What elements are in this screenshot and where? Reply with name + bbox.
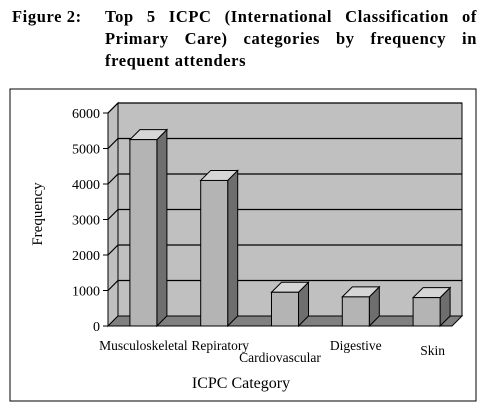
- x-axis-label: ICPC Category: [192, 375, 290, 392]
- bar-front: [200, 179, 229, 327]
- x-tick-label: Musculoskeletal: [99, 338, 188, 353]
- y-axis-ticks: 0 1000 2000 3000 4000 5000 6000: [72, 107, 109, 335]
- gridline: [107, 279, 462, 291]
- y-tick-label: 2000: [72, 249, 100, 264]
- y-tick-label: 1000: [72, 285, 100, 300]
- figure-title-line: Top 5 ICPC (International Classification…: [105, 7, 477, 26]
- bar-side: [227, 169, 239, 328]
- y-tick-label: 6000: [72, 107, 100, 122]
- bar-front: [129, 139, 158, 327]
- y-tick-label: 0: [93, 320, 100, 335]
- gridline: [107, 244, 462, 256]
- gridline: [107, 102, 462, 114]
- bar: [128, 128, 169, 328]
- bar: [341, 285, 381, 328]
- chart-gridlines: [107, 102, 462, 291]
- y-tick-label: 5000: [72, 143, 100, 158]
- bar-front: [412, 297, 441, 327]
- y-tick-label: 3000: [72, 214, 100, 229]
- chart-bars: [128, 128, 452, 328]
- bar: [270, 281, 310, 328]
- x-tick-label: Digestive: [330, 338, 382, 353]
- gridline: [107, 208, 462, 220]
- x-tick-label: Skin: [420, 343, 445, 358]
- bar-front: [341, 296, 370, 327]
- figure-label: Figure 2:: [12, 7, 82, 26]
- bar: [199, 169, 239, 328]
- figure-title: Top 5 ICPC (International Classification…: [105, 6, 477, 72]
- bar: [411, 286, 452, 328]
- x-tick-label: Repiratory: [191, 338, 249, 353]
- x-tick-label: Cardiovascular: [239, 350, 321, 365]
- y-tick-label: 4000: [72, 178, 100, 193]
- gridline: [107, 173, 462, 185]
- bar-front: [271, 291, 299, 327]
- gridline: [107, 137, 462, 149]
- y-axis-label: Frequency: [30, 182, 46, 246]
- figure-title-line: frequent attenders: [105, 51, 247, 70]
- bar-side: [156, 128, 168, 328]
- figure-title-line: Primary Care) categories by frequency in: [105, 29, 477, 48]
